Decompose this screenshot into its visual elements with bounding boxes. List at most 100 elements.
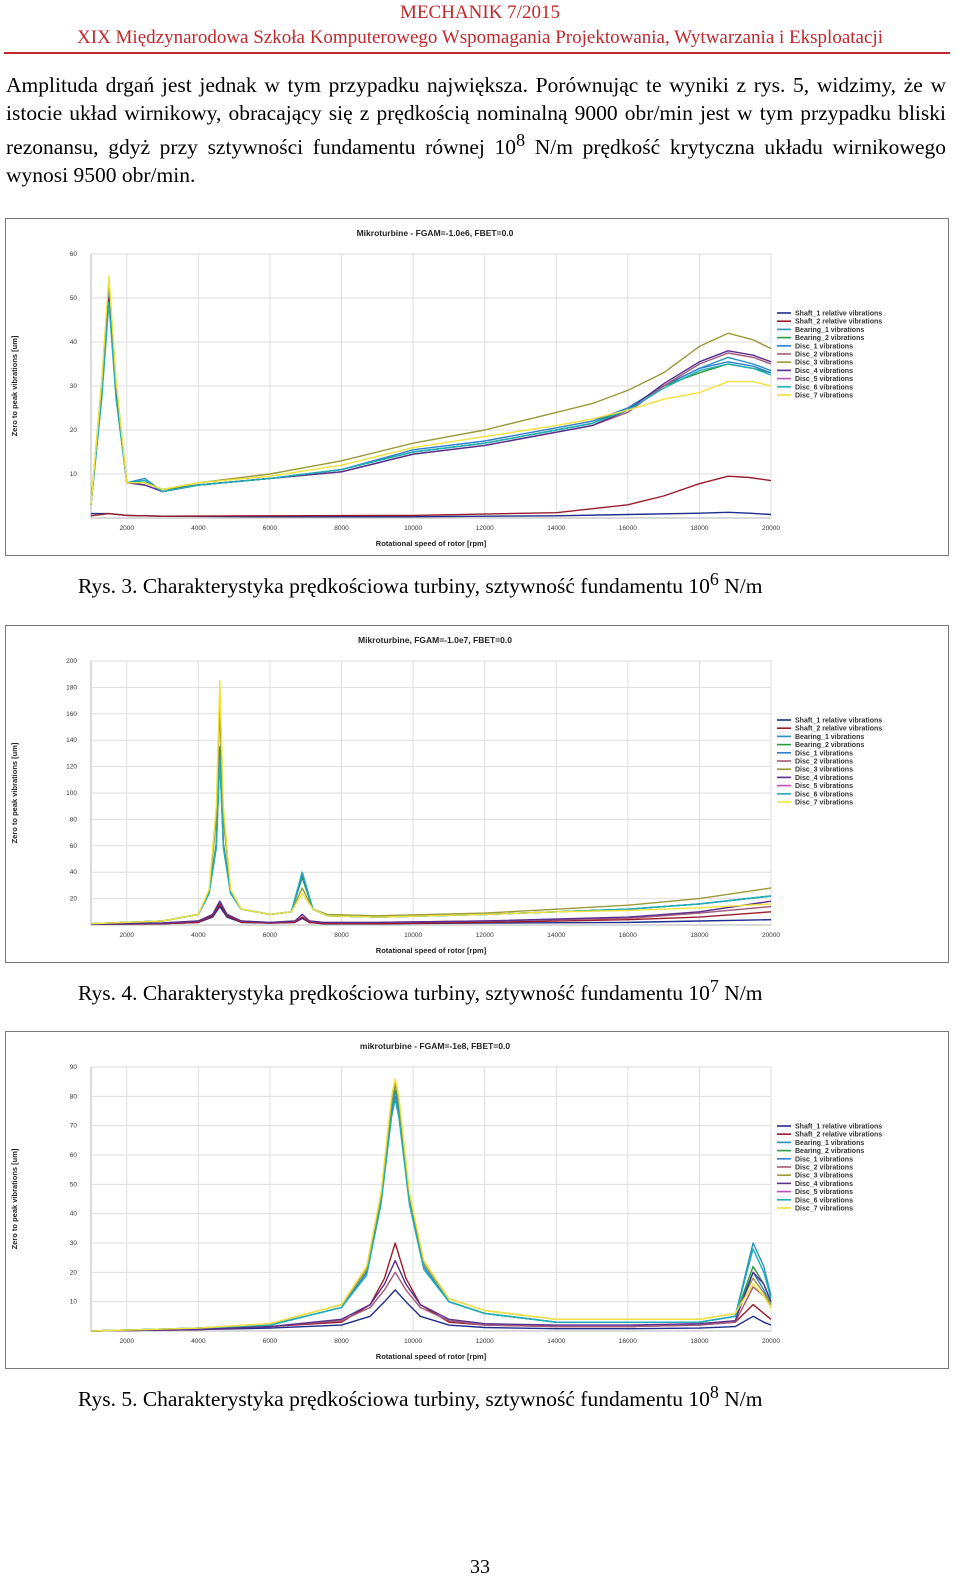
- paragraph-text-2: N/m prędkość krytyczna układu wirnikoweg…: [6, 135, 946, 187]
- legend-label: Shaft_2 relative vibrations: [795, 1132, 882, 1139]
- chart-frame: [5, 625, 949, 963]
- chart-figure-3: Mikroturbine - FGAM=-1.0e6, FBET=0.0 2000…: [5, 218, 949, 556]
- x-tick-label: 14000: [547, 525, 565, 532]
- y-tick-label: 10: [70, 471, 78, 478]
- chart-title: mikroturbine - FGAM=-1e8, FBET=0.0: [360, 1041, 510, 1051]
- legend-label: Shaft_1 relative vibrations: [795, 311, 882, 318]
- x-tick-label: 8000: [334, 932, 349, 939]
- x-tick-label: 4000: [191, 525, 206, 532]
- y-axis-label: Zero to peak vibrations [um]: [10, 1148, 19, 1249]
- figure-5: mikroturbine - FGAM=-1e8, FBET=0.0 2000 40…: [5, 1031, 949, 1369]
- caption-unit: N/m: [718, 981, 763, 1006]
- series-line: [90, 1078, 772, 1332]
- legend-label: Disc_7 vibrations: [795, 800, 853, 807]
- legend-label: Disc_4 vibrations: [795, 1181, 853, 1188]
- legend-label: Disc_2 vibrations: [795, 352, 853, 359]
- y-tick-label: 40: [70, 339, 78, 346]
- y-tick-label: 60: [70, 843, 78, 850]
- y-tick-label: 160: [66, 711, 77, 718]
- y-tick-label: 40: [70, 1211, 78, 1218]
- y-tick-label: 20: [70, 427, 78, 434]
- chart-figure-5: mikroturbine - FGAM=-1e8, FBET=0.0 2000 40…: [5, 1031, 949, 1369]
- y-tick-label: 140: [66, 737, 77, 744]
- x-tick-label: 4000: [191, 1338, 206, 1345]
- caption-text: Rys. 3. Charakterystyka prędkościowa tur…: [78, 574, 710, 599]
- series-line: [90, 475, 772, 517]
- legend-label: Shaft_1 relative vibrations: [795, 718, 882, 725]
- chart-frame: [5, 218, 949, 556]
- caption-exponent: 7: [709, 976, 719, 996]
- header-rule: [4, 52, 950, 54]
- legend-label: Disc_1 vibrations: [795, 343, 853, 350]
- x-tick-label: 20000: [762, 1338, 780, 1345]
- caption-unit: N/m: [718, 1387, 763, 1412]
- legend-label: Disc_3 vibrations: [795, 1173, 853, 1180]
- y-tick-label: 60: [70, 1152, 78, 1159]
- x-tick-label: 16000: [619, 1338, 637, 1345]
- y-tick-label: 100: [66, 790, 77, 797]
- x-tick-label: 4000: [191, 932, 206, 939]
- series-line: [90, 275, 772, 505]
- y-tick-label: 50: [70, 1181, 78, 1188]
- x-tick-label: 14000: [547, 932, 565, 939]
- y-tick-label: 40: [70, 869, 78, 876]
- y-tick-label: 180: [66, 684, 77, 691]
- x-tick-label: 10000: [404, 1338, 422, 1345]
- y-tick-label: 60: [70, 251, 78, 258]
- x-tick-label: 12000: [476, 932, 494, 939]
- paragraph-text-1: Amplituda drgań jest jednak w tym przypa…: [6, 73, 946, 160]
- x-tick-label: 12000: [476, 525, 494, 532]
- x-tick-label: 18000: [690, 932, 708, 939]
- legend-label: Shaft_1 relative vibrations: [795, 1124, 882, 1131]
- legend-label: Disc_7 vibrations: [795, 393, 853, 400]
- y-tick-label: 30: [70, 1240, 78, 1247]
- page-number: 33: [470, 1556, 490, 1578]
- journal-header: MECHANIK 7/2015: [400, 2, 560, 23]
- legend-label: Disc_2 vibrations: [795, 1165, 853, 1172]
- x-tick-label: 10000: [404, 525, 422, 532]
- legend-label: Disc_1 vibrations: [795, 1156, 853, 1163]
- y-tick-label: 50: [70, 295, 78, 302]
- y-tick-label: 90: [70, 1064, 78, 1071]
- series-line: [90, 1259, 772, 1332]
- x-tick-label: 16000: [619, 932, 637, 939]
- series-line: [90, 1271, 772, 1332]
- legend-label: Bearing_1 vibrations: [795, 734, 864, 741]
- x-tick-label: 18000: [690, 525, 708, 532]
- y-axis-label: Zero to peak vibrations [um]: [10, 742, 19, 843]
- x-tick-label: 2000: [120, 932, 135, 939]
- legend-label: Disc_2 vibrations: [795, 759, 853, 766]
- body-paragraph: Amplituda drgań jest jednak w tym przypa…: [6, 72, 946, 189]
- paragraph-exponent: 8: [516, 130, 526, 150]
- caption-exponent: 6: [709, 569, 719, 589]
- x-tick-label: 16000: [619, 525, 637, 532]
- x-tick-label: 12000: [476, 1338, 494, 1345]
- legend-label: Bearing_2 vibrations: [795, 742, 864, 749]
- caption-text: Rys. 4. Charakterystyka prędkościowa tur…: [78, 981, 710, 1006]
- caption-figure-3: Rys. 3. Charakterystyka prędkościowa tur…: [78, 569, 762, 599]
- x-tick-label: 6000: [263, 1338, 278, 1345]
- chart-title: Mikroturbine, FGAM=-1.0e7, FBET=0.0: [358, 635, 512, 645]
- y-tick-label: 30: [70, 383, 78, 390]
- y-tick-label: 20: [70, 896, 78, 903]
- chart-figure-4: Mikroturbine, FGAM=-1.0e7, FBET=0.0 2000 4…: [5, 625, 949, 963]
- y-tick-label: 80: [70, 816, 78, 823]
- legend-label: Disc_5 vibrations: [795, 376, 853, 383]
- x-tick-label: 14000: [547, 1338, 565, 1345]
- x-tick-label: 8000: [334, 1338, 349, 1345]
- y-axis-label: Zero to peak vibrations [um]: [10, 335, 19, 436]
- legend-label: Bearing_1 vibrations: [795, 1140, 864, 1147]
- x-axis-label: Rotational speed of rotor [rpm]: [376, 946, 487, 955]
- x-axis-label: Rotational speed of rotor [rpm]: [376, 1352, 487, 1361]
- legend-label: Disc_7 vibrations: [795, 1206, 853, 1213]
- legend-label: Disc_6 vibrations: [795, 1197, 853, 1204]
- y-tick-label: 80: [70, 1093, 78, 1100]
- x-tick-label: 20000: [762, 525, 780, 532]
- x-tick-label: 6000: [263, 932, 278, 939]
- legend-label: Disc_5 vibrations: [795, 1189, 853, 1196]
- legend-label: Disc_5 vibrations: [795, 783, 853, 790]
- series-line: [90, 680, 772, 925]
- x-tick-label: 2000: [120, 1338, 135, 1345]
- y-tick-label: 70: [70, 1123, 78, 1130]
- legend-label: Disc_4 vibrations: [795, 368, 853, 375]
